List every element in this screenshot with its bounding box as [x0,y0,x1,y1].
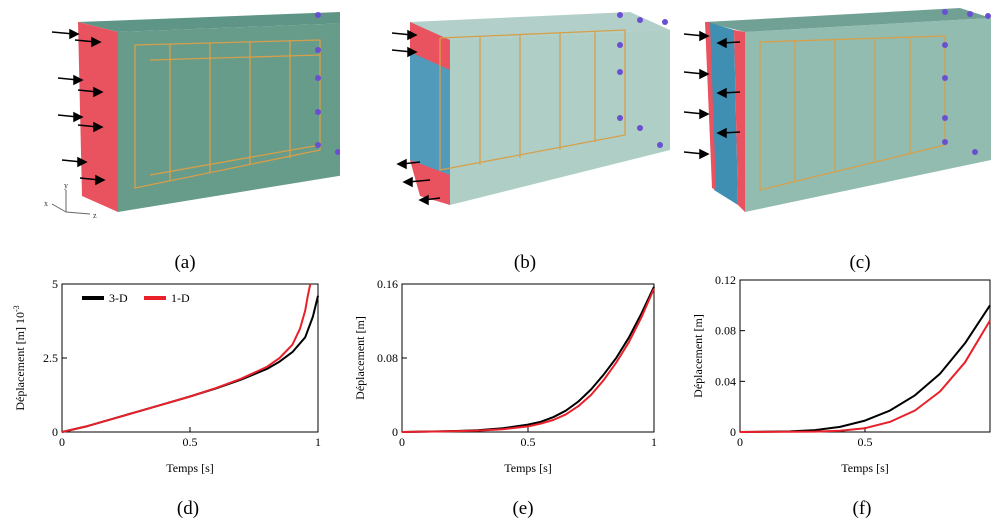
y-tick-label: 2.5 [43,351,58,365]
y-tick-label: 0.16 [377,277,398,291]
beam-panel-b [391,12,670,206]
x-axis-label: Temps [s] [841,461,888,475]
plot-frame [739,279,991,433]
y-axis-label-exponent: -3 [12,305,21,312]
x-tick-label: 0.5 [521,435,536,449]
x-axis-label: Temps [s] [166,461,213,475]
axis-label-x: x [44,199,48,208]
loaded-face [734,30,745,212]
chart-e: 0 0.5 1 0 0.08 0.16 Temps [s] Déplacement [m] [353,277,657,475]
y-tick-label: 0 [730,425,736,439]
axis-label-y: y [64,181,68,190]
y-tick-label: 0.08 [715,324,736,338]
x-tick-label: 0.5 [858,435,873,449]
beam-top-face [410,12,670,40]
rebar-cage [134,39,321,189]
support-markers [617,12,668,148]
blue-face [708,22,738,205]
caption-f: (f) [852,498,872,519]
chart-f: 0 0.5 0 0.04 0.08 0.12 Temps [s] Déplacement [m… [691,273,991,475]
axes-triad [51,190,91,215]
caption-a: (a) [174,252,196,273]
legend-label-3-D: 3-D [109,291,128,305]
y-axis-label: Déplacement [m] 10-3 [12,305,27,410]
x-axis-label: Temps [s] [504,461,551,475]
beam-top-face [78,12,340,32]
loaded-face-left [705,22,716,190]
chart-d: 0 0.5 1 0 2.5 5 Temps [s] Déplacement [m] 10-3 3… [12,277,321,475]
x-tick-label: 1 [315,435,321,449]
beam-main-face [118,23,340,212]
x-tick-label: 0 [59,435,65,449]
y-tick-label: 0 [52,425,58,439]
beam-main-face [745,18,991,212]
loaded-face [78,22,118,212]
y-axis-label: Déplacement [m] [691,314,705,398]
x-tick-label: 0 [399,435,405,449]
support-markers [942,9,991,155]
series-line-3-D [61,295,319,433]
series-line-3-D [739,304,991,433]
load-arrows [683,30,741,160]
y-tick-label: 0 [392,425,398,439]
caption-d: (d) [176,498,200,519]
series-line-1-D [739,319,991,433]
axis-label-z: z [93,211,97,220]
caption-e: (e) [512,498,534,519]
beam-panel-c [683,8,991,212]
beam-top-face [705,8,991,32]
y-tick-label: 0.04 [715,374,736,388]
x-tick-label: 0 [737,435,743,449]
loaded-face-bottom [410,160,450,205]
load-arrows [51,28,106,186]
legend-label-1-D: 1-D [171,291,190,305]
rebar-cage [759,35,946,191]
caption-c: (c) [849,252,871,273]
load-arrows [391,29,441,206]
beam-panel-a: x y z [44,12,340,220]
series-line-3-D [401,286,655,433]
y-tick-label: 5 [52,277,58,291]
rebar-cage [439,29,626,171]
support-markers [315,12,340,155]
x-tick-label: 0.5 [183,435,198,449]
y-tick-label: 0.12 [715,273,736,287]
caption-b: (b) [513,252,537,273]
series-line-1-D [401,288,655,433]
y-axis-label: Déplacement [m] [353,316,367,400]
x-tick-label: 1 [651,435,657,449]
series-line-1-D [61,283,312,433]
y-tick-label: 0.08 [377,351,398,365]
